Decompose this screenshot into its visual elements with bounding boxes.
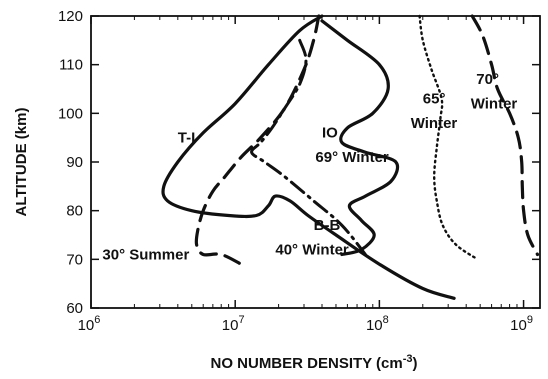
y-tick-label: 120 [58, 8, 83, 25]
y-tick-label: 90 [66, 154, 83, 171]
ticks-layer: 106 107 108 109 60 70 80 90 100 110 120 [58, 8, 540, 334]
curve-label: Winter [471, 95, 518, 112]
curve-label: IO [322, 125, 338, 142]
curve-label: Winter [411, 115, 458, 132]
y-tick-label: 70 [66, 251, 83, 268]
y-axis-label: ALTITUDE (km) [13, 108, 30, 217]
curve-label: 30° Summer [102, 246, 189, 263]
x-axis-label: NO NUMBER DENSITY (cm-3) [210, 353, 417, 372]
series-line [196, 16, 319, 264]
curve-label: 65° [423, 91, 446, 108]
curve-label: 40° Winter [275, 241, 349, 258]
y-tick-label: 100 [58, 105, 83, 122]
series-line [472, 16, 537, 255]
series-line [420, 16, 478, 259]
y-tick-label: 80 [66, 203, 83, 220]
curve-label: 69° Winter [315, 149, 389, 166]
curve-label: T-I [178, 130, 196, 147]
curve-label: 70° [476, 71, 499, 88]
x-tick-label: 108 [366, 314, 389, 334]
x-tick-label: 106 [78, 314, 101, 334]
x-tick-label: 109 [510, 314, 533, 334]
y-tick-label: 110 [59, 57, 83, 74]
y-tick-label: 60 [66, 300, 83, 317]
labels-layer: T-I IO 69° Winter 30° Summer B-B 40° Winter 65… [102, 71, 517, 263]
x-tick-label: 107 [222, 314, 245, 334]
curve-label: B-B [314, 217, 341, 234]
